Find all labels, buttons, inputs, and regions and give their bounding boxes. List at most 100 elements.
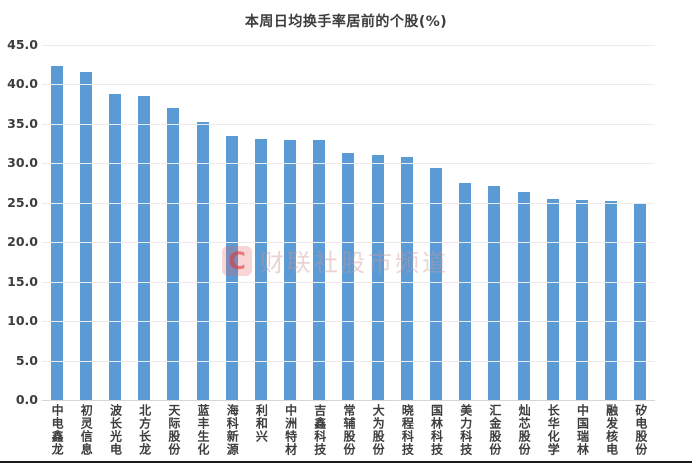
x-label-slot: 大为股份 xyxy=(363,404,392,462)
bar-slot xyxy=(480,45,509,400)
bar-slot xyxy=(246,45,275,400)
x-tick-label: 海科新源 xyxy=(225,404,240,456)
x-tick-label: 矽电股份 xyxy=(633,404,648,456)
bar-中电鑫龙 xyxy=(50,65,63,400)
bar-大为股份 xyxy=(371,155,384,400)
x-tick-label: 灿芯股份 xyxy=(517,404,532,456)
x-label-slot: 常辅股份 xyxy=(334,404,363,462)
chart-title: 本周日均换手率居前的个股(%) xyxy=(244,14,448,30)
bar-slot xyxy=(597,45,626,400)
x-label-slot: 中国瑞林 xyxy=(567,404,596,462)
gridline-0 xyxy=(42,400,655,401)
y-axis-tick-labels: 0.0 5.0 10.0 15.0 20.0 25.0 30.0 35.0 40.0 45.0 xyxy=(0,0,38,466)
x-label-slot: 中电鑫龙 xyxy=(42,404,71,462)
x-tick-label: 中洲特材 xyxy=(283,404,298,456)
x-tick-label: 北方长龙 xyxy=(137,404,152,456)
x-axis-tick-labels: 中电鑫龙 初灵信息 波长光电 北方长龙 天际股份 蓝丰生化 海科新源 利和兴 中洲特材 吉鑫科技常… xyxy=(42,404,655,462)
y-tick-label: 15.0 xyxy=(7,273,38,289)
gridline-20 xyxy=(42,242,655,244)
x-tick-label: 天际股份 xyxy=(166,404,181,456)
y-tick-label: 20.0 xyxy=(7,234,38,250)
gridline-35 xyxy=(42,123,655,125)
bar-国林科技 xyxy=(430,168,443,400)
plot-area xyxy=(42,45,655,401)
gridline-40 xyxy=(42,84,655,86)
bar-北方长龙 xyxy=(138,95,151,400)
x-label-slot: 中洲特材 xyxy=(276,404,305,462)
bar-slot xyxy=(130,45,159,400)
bar-中洲特材 xyxy=(284,140,297,400)
x-label-slot: 利和兴 xyxy=(246,404,275,462)
x-tick-label: 中电鑫龙 xyxy=(50,404,65,456)
y-tick-label: 5.0 xyxy=(15,352,38,368)
bar-series xyxy=(42,45,655,400)
x-label-slot: 融发核电 xyxy=(597,404,626,462)
y-tick-label: 35.0 xyxy=(7,115,38,131)
x-label-slot: 美力科技 xyxy=(451,404,480,462)
bar-slot xyxy=(538,45,567,400)
y-tick-label: 10.0 xyxy=(7,313,38,329)
x-label-slot: 吉鑫科技 xyxy=(305,404,334,462)
x-tick-label: 国林科技 xyxy=(429,404,444,456)
bar-常辅股份 xyxy=(342,153,355,400)
x-tick-label: 蓝丰生化 xyxy=(196,404,211,456)
x-tick-label: 融发核电 xyxy=(604,404,619,456)
y-tick-label: 25.0 xyxy=(7,194,38,210)
x-tick-label: 吉鑫科技 xyxy=(312,404,327,456)
y-tick-label: 45.0 xyxy=(7,37,38,52)
x-label-slot: 蓝丰生化 xyxy=(188,404,217,462)
x-tick-label: 波长光电 xyxy=(108,404,123,456)
bar-汇金股份 xyxy=(488,186,501,400)
bar-天际股份 xyxy=(167,108,180,400)
gridline-15 xyxy=(42,281,655,283)
x-tick-label: 晓程科技 xyxy=(400,404,415,456)
bar-slot xyxy=(188,45,217,400)
x-label-slot: 波长光电 xyxy=(100,404,129,462)
x-tick-label: 初灵信息 xyxy=(79,404,94,456)
x-tick-label: 大为股份 xyxy=(371,404,386,456)
x-label-slot: 海科新源 xyxy=(217,404,246,462)
x-label-slot: 初灵信息 xyxy=(71,404,100,462)
gridline-10 xyxy=(42,321,655,323)
bar-slot xyxy=(451,45,480,400)
x-label-slot: 长华化学 xyxy=(538,404,567,462)
bar-吉鑫科技 xyxy=(313,140,326,400)
bar-利和兴 xyxy=(254,138,267,400)
bar-slot xyxy=(626,45,655,400)
bar-初灵信息 xyxy=(79,71,92,400)
x-tick-label: 常辅股份 xyxy=(341,404,356,456)
bar-slot xyxy=(421,45,450,400)
bar-晓程科技 xyxy=(400,157,413,400)
bottom-divider xyxy=(0,461,692,463)
x-label-slot: 矽电股份 xyxy=(626,404,655,462)
x-tick-label: 中国瑞林 xyxy=(575,404,590,456)
bar-slot xyxy=(42,45,71,400)
bar-灿芯股份 xyxy=(517,191,530,400)
bar-slot xyxy=(567,45,596,400)
gridline-25 xyxy=(42,202,655,204)
x-label-slot: 汇金股份 xyxy=(480,404,509,462)
x-tick-label: 利和兴 xyxy=(254,404,269,443)
bar-slot xyxy=(100,45,129,400)
bar-slot xyxy=(217,45,246,400)
bar-slot xyxy=(392,45,421,400)
x-tick-label: 汇金股份 xyxy=(487,404,502,456)
bar-slot xyxy=(71,45,100,400)
x-label-slot: 灿芯股份 xyxy=(509,404,538,462)
bar-美力科技 xyxy=(459,183,472,400)
bar-中国瑞林 xyxy=(575,199,588,400)
bar-slot xyxy=(334,45,363,400)
bar-矽电股份 xyxy=(634,203,647,400)
bar-slot xyxy=(305,45,334,400)
bar-蓝丰生化 xyxy=(196,121,209,400)
bar-融发核电 xyxy=(605,201,618,400)
y-tick-label: 40.0 xyxy=(7,76,38,92)
bar-slot xyxy=(276,45,305,400)
bar-slot xyxy=(509,45,538,400)
bar-波长光电 xyxy=(108,93,121,400)
x-tick-label: 长华化学 xyxy=(546,404,561,456)
x-label-slot: 北方长龙 xyxy=(130,404,159,462)
bar-海科新源 xyxy=(225,135,238,400)
x-tick-label: 美力科技 xyxy=(458,404,473,456)
